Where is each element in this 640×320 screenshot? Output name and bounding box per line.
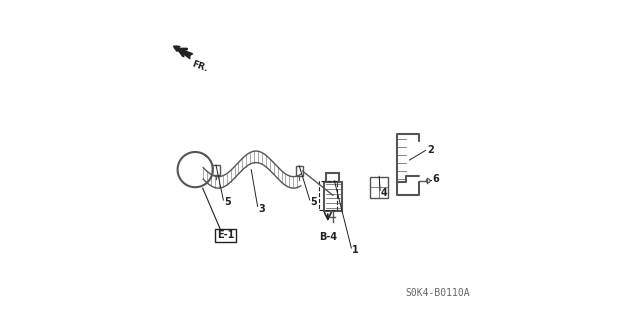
Text: 1: 1 (352, 245, 359, 255)
Text: 4: 4 (380, 188, 387, 198)
Text: 5: 5 (224, 197, 231, 207)
Text: 3: 3 (259, 204, 266, 214)
Bar (371, 177, 388, 198)
Text: 6: 6 (432, 174, 439, 184)
Bar (319, 181, 337, 210)
Bar (296, 166, 303, 176)
Text: S0K4-B0110A: S0K4-B0110A (406, 288, 470, 298)
Text: E-1: E-1 (217, 230, 234, 240)
Text: 2: 2 (428, 145, 434, 156)
Text: B-4: B-4 (319, 232, 337, 242)
Text: FR.: FR. (191, 59, 209, 73)
Bar (212, 165, 220, 175)
Text: 5: 5 (310, 197, 317, 207)
